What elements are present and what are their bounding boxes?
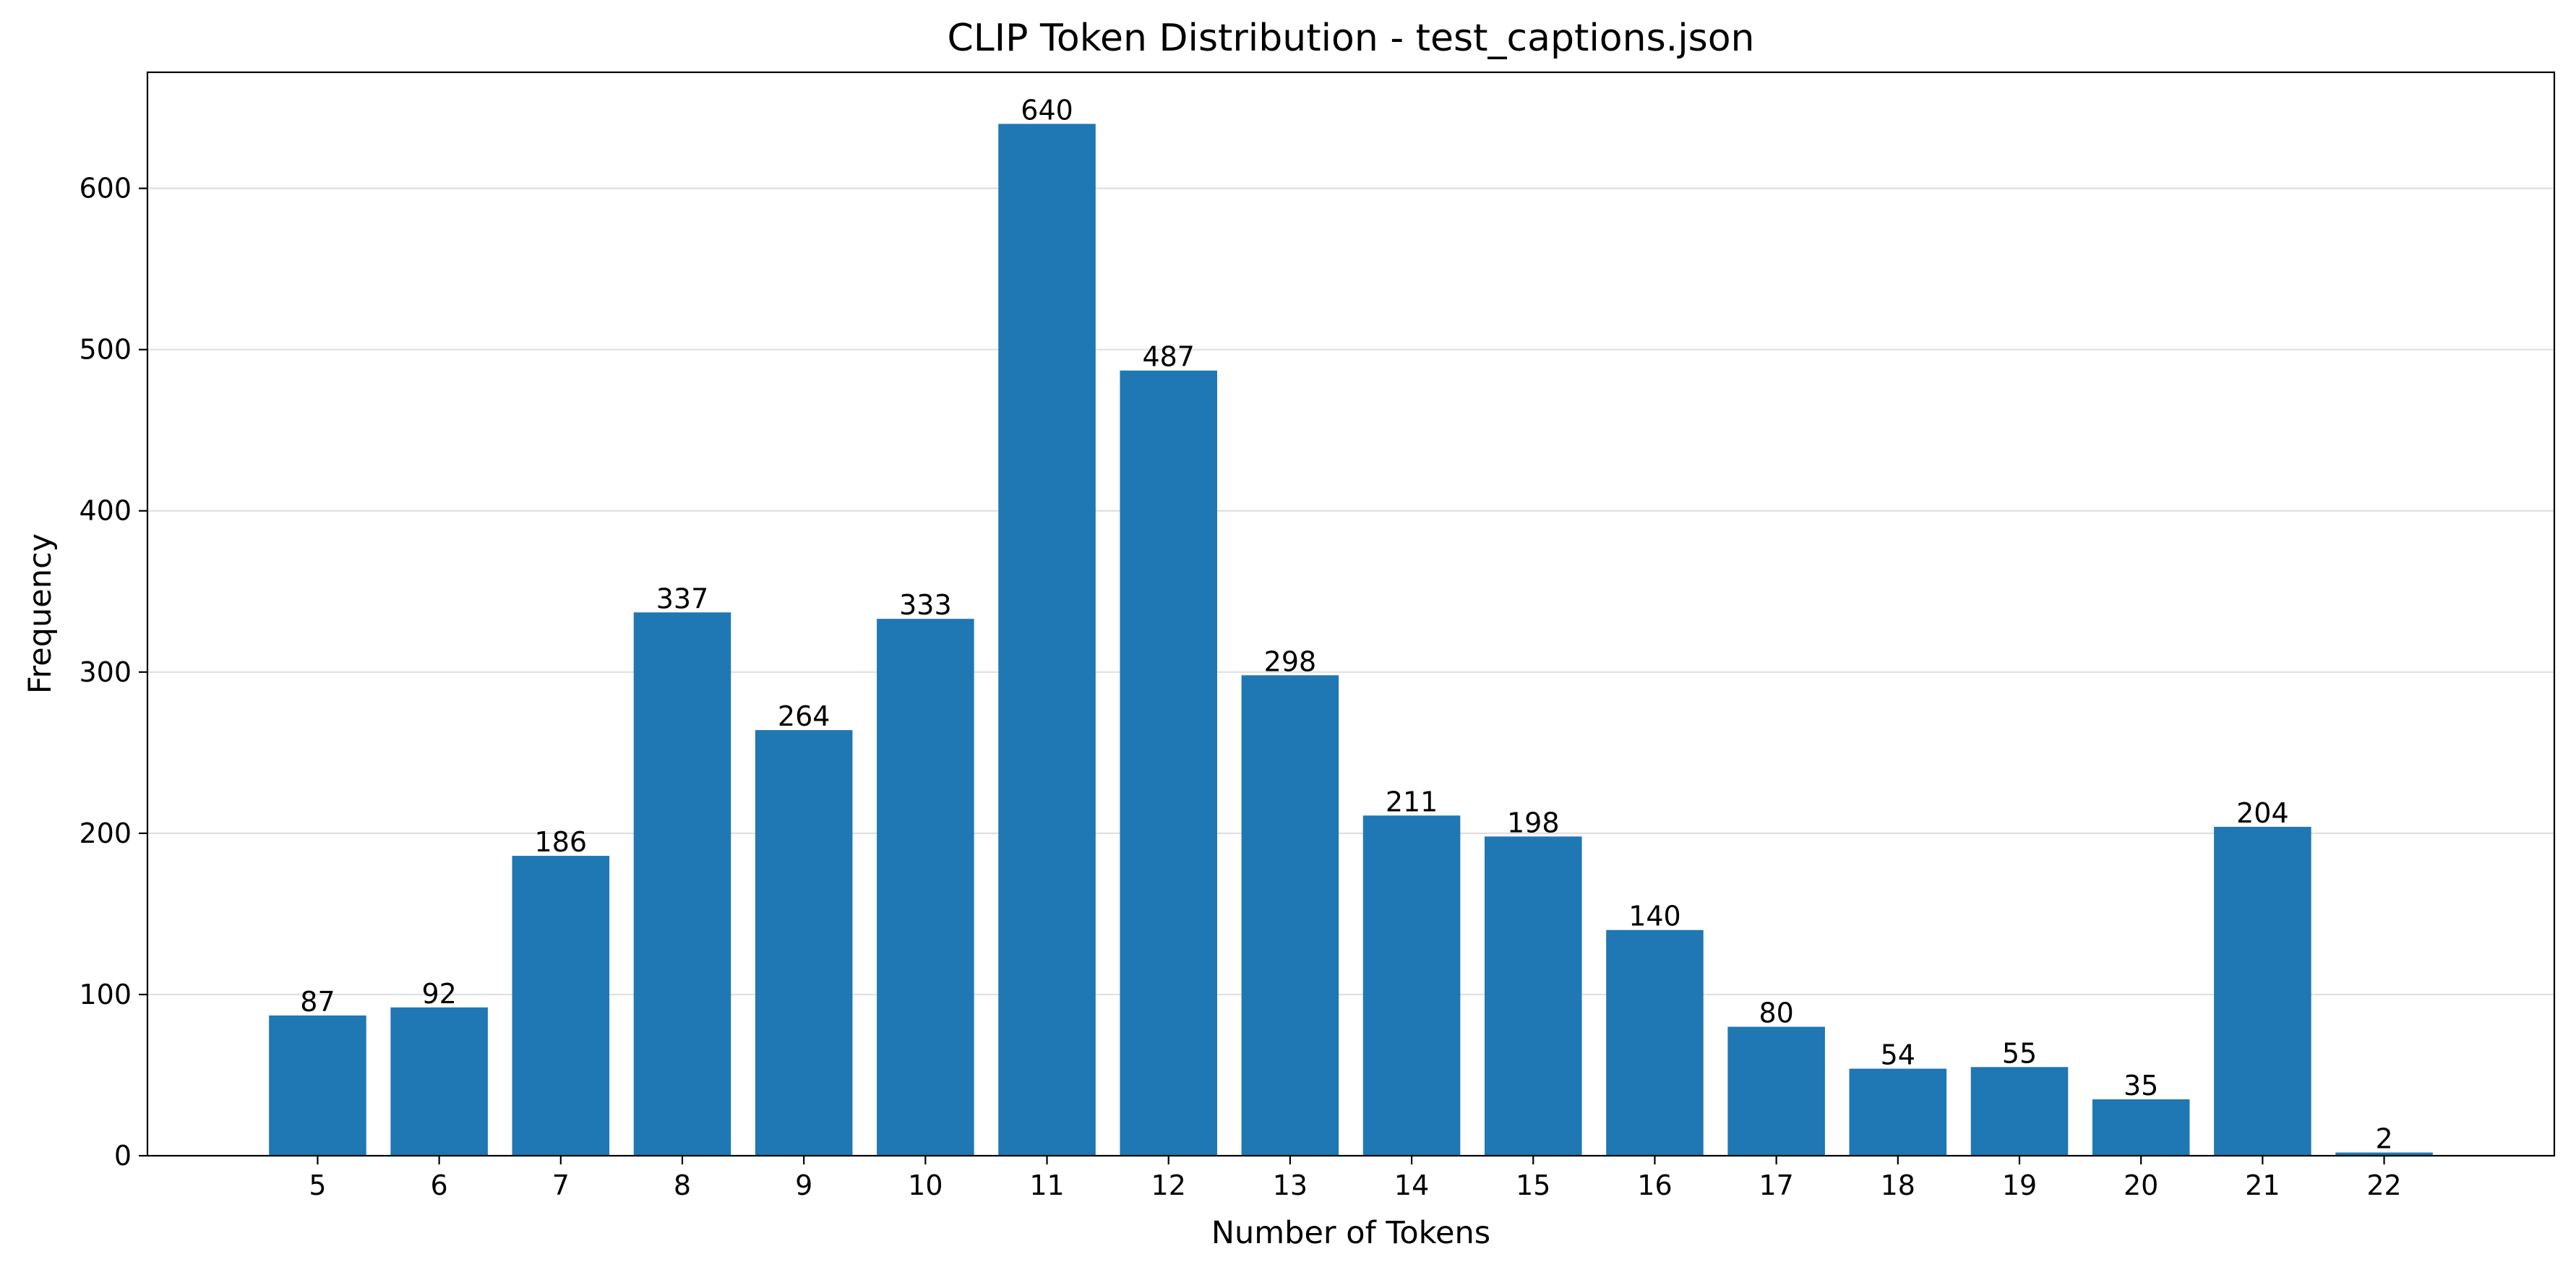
bars [269, 124, 2433, 1156]
x-tick-label: 16 [1637, 1169, 1672, 1201]
x-axis-ticks: 5 6 7 8 9 10 11 12 13 14 15 16 17 18 19 20 21 22 [309, 1156, 2402, 1201]
bar [1362, 815, 1461, 1156]
y-tick-label: 200 [79, 817, 132, 849]
x-tick-label: 11 [1029, 1169, 1064, 1201]
bar-value-label: 35 [2124, 1070, 2158, 1102]
y-tick-label: 400 [79, 495, 132, 527]
y-tick-label: 0 [114, 1140, 132, 1172]
plot-frame [146, 71, 2556, 1157]
bar [390, 1007, 488, 1156]
bar [1849, 1068, 1947, 1156]
bar-value-label: 54 [1881, 1039, 1915, 1071]
bar-value-label: 264 [778, 700, 830, 732]
bar-value-label: 198 [1507, 807, 1560, 838]
bar [269, 1015, 366, 1156]
bar-value-label: 140 [1628, 901, 1681, 932]
y-tick-label: 300 [79, 656, 132, 688]
bar [2092, 1099, 2190, 1156]
x-tick-label: 7 [552, 1169, 570, 1201]
y-tick-label: 500 [79, 334, 132, 366]
bar-value-label: 211 [1386, 786, 1438, 817]
bar-value-label: 487 [1142, 341, 1195, 373]
x-axis-label: Number of Tokens [1211, 1215, 1490, 1251]
x-tick-label: 19 [2002, 1169, 2037, 1201]
y-axis-ticks: 0 100 200 300 400 500 600 [79, 173, 147, 1172]
bar [998, 124, 1096, 1156]
bar [1241, 675, 1339, 1156]
bar-value-label: 186 [535, 826, 588, 858]
x-tick-label: 8 [674, 1169, 691, 1201]
bar [2335, 1152, 2433, 1156]
bar [633, 612, 731, 1156]
bar [1485, 836, 1582, 1156]
bar-value-label: 337 [656, 583, 709, 614]
x-tick-label: 21 [2245, 1169, 2280, 1201]
x-tick-label: 6 [431, 1169, 448, 1201]
x-tick-label: 12 [1151, 1169, 1186, 1201]
bar-value-label: 92 [421, 978, 456, 1010]
bar [2214, 826, 2311, 1156]
x-tick-label: 14 [1394, 1169, 1429, 1201]
bar [1606, 930, 1704, 1156]
x-tick-label: 13 [1273, 1169, 1308, 1201]
bar [1120, 370, 1217, 1156]
bar [1970, 1067, 2069, 1156]
bar-value-label: 55 [2002, 1037, 2037, 1069]
x-tick-label: 18 [1881, 1169, 1915, 1201]
x-tick-label: 10 [908, 1169, 943, 1201]
x-tick-label: 15 [1516, 1169, 1550, 1201]
y-tick-label: 100 [79, 979, 132, 1010]
bar-value-label: 640 [1021, 94, 1073, 126]
value-labels: 87 92 186 337 264 333 640 487 298 211 198 140 80 54 55… [300, 94, 2392, 1154]
bar-value-label: 80 [1759, 997, 1793, 1029]
x-tick-label: 22 [2366, 1169, 2401, 1201]
gridlines [147, 187, 2554, 996]
bar [877, 619, 974, 1156]
bar-value-label: 2 [2375, 1123, 2392, 1155]
x-tick-label: 9 [795, 1169, 812, 1201]
x-tick-label: 20 [2124, 1169, 2158, 1201]
bar [1727, 1026, 1825, 1156]
bar-value-label: 204 [2236, 797, 2289, 829]
y-tick-label: 600 [79, 173, 132, 205]
bar-value-label: 298 [1264, 645, 1317, 677]
y-axis-label: Frequency [22, 533, 59, 694]
x-tick-label: 17 [1759, 1169, 1793, 1201]
bar [512, 856, 610, 1156]
bar-value-label: 333 [899, 589, 952, 621]
bar [755, 730, 853, 1156]
chart-title: CLIP Token Distribution - test_captions.… [947, 17, 1754, 60]
x-tick-label: 5 [309, 1169, 326, 1201]
bar-value-label: 87 [300, 986, 335, 1018]
